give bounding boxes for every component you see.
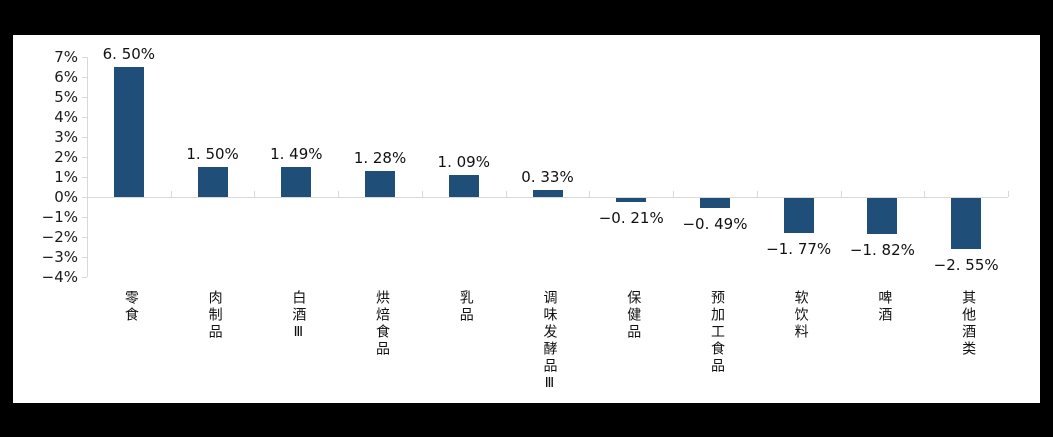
bar-value-label: 1. 09% [437, 153, 490, 172]
category-label: 啤酒 [876, 290, 892, 324]
y-axis-label: −2% [41, 228, 78, 246]
category-label: 零食 [122, 290, 138, 324]
x-axis-tick [1008, 191, 1009, 197]
y-axis-tick [82, 257, 87, 258]
y-axis-tick [82, 197, 87, 198]
bar [783, 198, 814, 234]
category-label: 软饮料 [792, 290, 808, 341]
category-label: 预加工食品 [708, 290, 724, 375]
y-axis-label: −1% [41, 208, 78, 226]
y-axis-tick [82, 77, 87, 78]
y-axis-label: 5% [54, 88, 78, 106]
y-axis-tick [82, 277, 87, 278]
y-axis-label: 3% [54, 128, 78, 146]
bar-value-label: 1. 50% [186, 145, 239, 163]
y-axis-label: 0% [54, 188, 78, 206]
y-axis-label: 4% [54, 108, 78, 126]
y-axis-tick [82, 157, 87, 158]
x-axis-tick [505, 191, 507, 197]
y-axis-label: 7% [54, 48, 78, 66]
category-label: 乳品 [457, 290, 473, 324]
category-label: 肉制品 [206, 290, 222, 341]
bar-value-label: −2. 55% [933, 256, 999, 274]
y-axis-tick [82, 177, 87, 178]
y-axis-label: −4% [41, 268, 78, 286]
x-axis-tick [924, 191, 926, 197]
category-label: 烘焙食品 [374, 290, 390, 358]
bar [951, 198, 982, 249]
x-axis-tick [421, 191, 423, 197]
x-axis-tick [338, 191, 340, 197]
category-label: 调味发酵品Ⅲ [541, 290, 557, 394]
x-axis-tick [589, 191, 591, 197]
x-axis-tick [756, 191, 758, 197]
bar-value-label: −0. 49% [682, 214, 748, 233]
bar [365, 171, 396, 197]
bar-chart: 7% 6% 5% 4% 3% 2% 1% 0% −1% −2% −3% −4% 6. 50% 零食 1. 5… [13, 35, 1040, 403]
bar [281, 167, 312, 197]
bar [616, 198, 647, 203]
bar [699, 198, 730, 208]
bar [532, 190, 563, 197]
y-axis-label: 6% [54, 68, 78, 86]
bar-value-label: 1. 49% [270, 145, 323, 164]
bar [867, 198, 898, 235]
y-axis-tick [82, 137, 87, 138]
bar-value-label: −1. 77% [766, 240, 832, 259]
bar-value-label: −1. 82% [849, 241, 915, 260]
y-axis-tick [82, 97, 87, 98]
bar-value-label: 1. 28% [353, 149, 407, 168]
bar-value-label: −0. 21% [598, 209, 664, 228]
category-label: 保健品 [625, 290, 641, 341]
y-axis-label: 2% [54, 148, 78, 166]
y-axis-line [87, 57, 88, 277]
y-axis-tick [82, 237, 87, 238]
bar [197, 167, 228, 197]
y-axis-label: −3% [41, 248, 78, 266]
bar [448, 175, 479, 197]
y-axis-tick [82, 217, 87, 218]
chart-panel: 7% 6% 5% 4% 3% 2% 1% 0% −1% −2% −3% −4% 6. 50% 零食 1. 5… [13, 35, 1040, 403]
y-axis-tick [82, 57, 87, 58]
category-label: 其他酒类 [960, 290, 976, 358]
bar-value-label: 0. 33% [521, 168, 574, 187]
y-axis-label: 1% [54, 168, 78, 186]
x-axis-tick [254, 191, 256, 197]
bar [113, 67, 144, 197]
x-axis-tick [673, 191, 675, 197]
bar-value-label: 6. 50% [102, 45, 156, 63]
category-label: 白酒Ⅲ [290, 290, 306, 343]
x-axis-line [87, 197, 1008, 198]
x-axis-tick [170, 191, 172, 197]
y-axis-tick [82, 117, 87, 118]
x-axis-tick [840, 191, 842, 197]
